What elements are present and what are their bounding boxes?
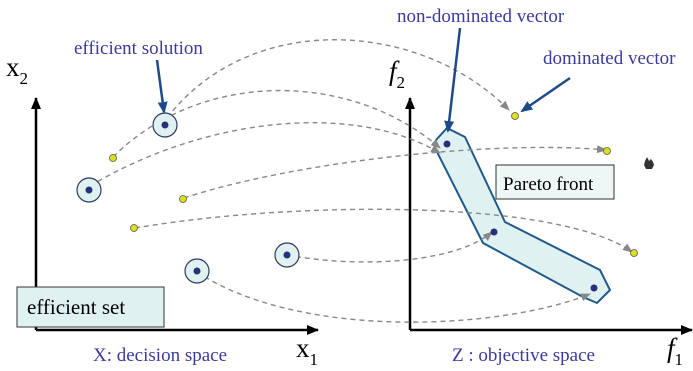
efficient-solution-arrow [155,59,168,114]
svg-text:x1: x1 [296,333,318,369]
efficient-solution-point [76,177,102,203]
mapping-curves [89,39,633,323]
f1-axis-label: f1 [667,333,683,369]
mapping-curve [196,271,591,323]
x1-axis-label: x1 [296,333,318,369]
efficient-solution-point [152,112,178,138]
pareto-front-box [495,164,615,200]
non-dominated-vector-point [590,284,598,292]
decision-space-caption: X: decision space [93,345,227,366]
objective-space-axes [405,97,693,335]
mapping-curve [112,89,441,158]
dominated-vectors [511,112,638,257]
svg-text:f2: f2 [389,56,405,92]
non-dominated-vector-label: non-dominated vector [397,6,565,27]
dominated-vector-label: dominated vector [543,48,676,69]
non-dominated-vector-point [490,228,498,236]
hand-cursor-icon [644,157,654,169]
objective-space-caption: Z : objective space [452,345,595,366]
mapping-curve [166,39,510,119]
dominated-vector-point [511,112,519,120]
efficient-set-box [16,286,165,328]
efficient-set-label: efficient set [27,295,125,319]
dominated-vector-point [603,147,611,155]
mapping-curve [134,208,633,253]
dominated-vector-point [630,249,638,257]
non-dominated-vectors [443,140,598,292]
non-dominated-vector-arrow [444,27,462,133]
efficient-solution-point [274,242,300,268]
efficient-solutions [76,112,300,284]
svg-text:f1: f1 [667,333,683,369]
x2-axis-label: x2 [6,52,28,88]
dominated-solution-point [179,195,187,203]
mapping-curve [183,145,607,199]
mapping-curve [286,231,493,263]
dominated-solution-point [109,154,117,162]
dominated-solution-point [130,224,138,232]
mapping-curve [89,122,441,187]
svg-text:x2: x2 [6,52,28,88]
dominated-vector-arrow [520,76,571,113]
efficient-solution-point [184,258,210,284]
f2-axis-label: f2 [389,56,405,92]
pareto-front-region [433,126,612,305]
efficient-solution-label: efficient solution [74,38,203,59]
dominated-solutions [109,154,187,232]
pareto-front-label: Pareto front [503,174,594,195]
non-dominated-vector-point [443,140,451,148]
